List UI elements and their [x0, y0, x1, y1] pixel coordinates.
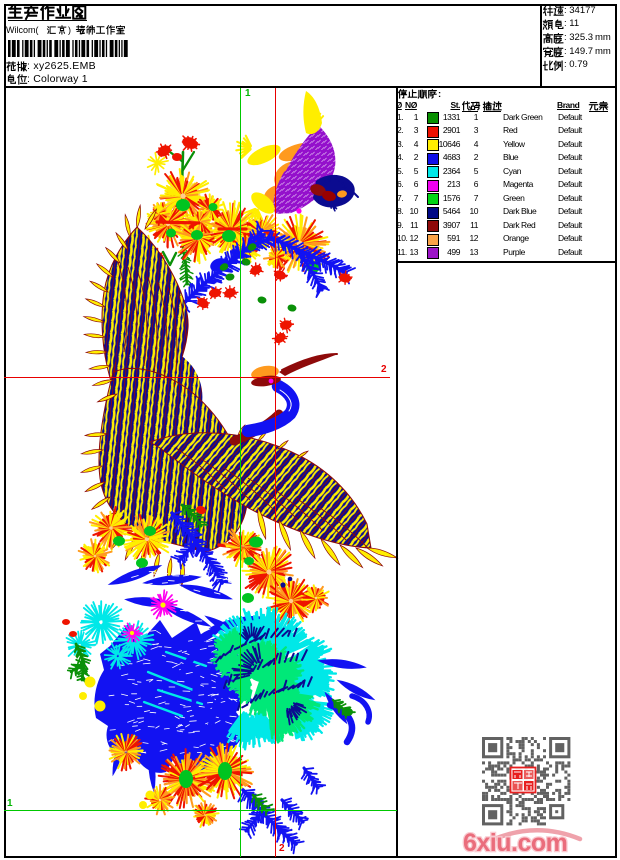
svg-text:6xiu.com: 6xiu.com	[463, 829, 567, 857]
